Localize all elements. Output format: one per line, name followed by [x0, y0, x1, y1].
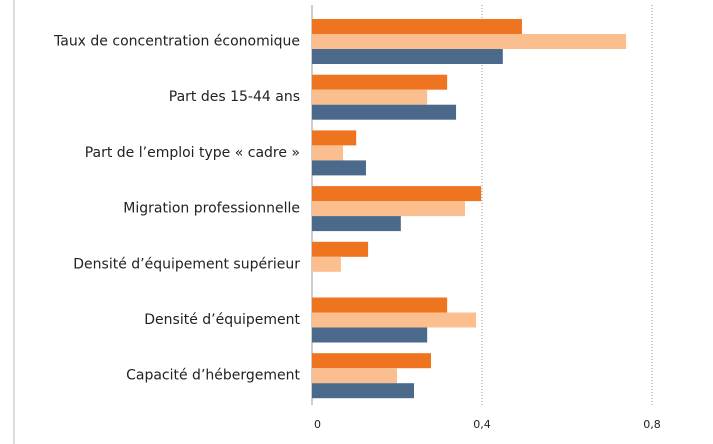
y-tick-label: Migration professionnelle — [123, 201, 300, 217]
y-tick-label: Part de l’emploi type « cadre » — [85, 145, 300, 161]
y-tick-label: Capacité d’hébergement — [126, 368, 300, 384]
bar — [312, 353, 431, 369]
y-tick-label: Densité d’équipement — [144, 312, 300, 328]
y-tick-label: Part des 15-44 ans — [169, 89, 300, 105]
x-tick-label: 0 — [314, 418, 321, 431]
bar — [312, 89, 428, 105]
bar — [312, 201, 465, 217]
bar — [312, 383, 414, 399]
bar — [312, 256, 341, 272]
bar — [312, 216, 401, 232]
bar — [312, 19, 522, 34]
bar — [312, 104, 457, 120]
bar — [312, 130, 357, 146]
y-tick-label: Densité d’équipement supérieur — [73, 256, 300, 272]
bar — [312, 241, 369, 257]
bar — [312, 74, 448, 90]
bar — [312, 145, 344, 161]
x-tick-label: 0,4 — [473, 418, 491, 431]
bar — [312, 160, 366, 176]
x-tick-label: 0,8 — [643, 418, 661, 431]
y-tick-label: Taux de concentration économique — [53, 34, 300, 50]
bar — [312, 186, 482, 202]
bar — [312, 312, 477, 328]
bar — [312, 297, 448, 313]
bar — [312, 327, 428, 343]
bar — [312, 368, 397, 384]
bar — [312, 49, 503, 64]
bar — [312, 34, 627, 49]
